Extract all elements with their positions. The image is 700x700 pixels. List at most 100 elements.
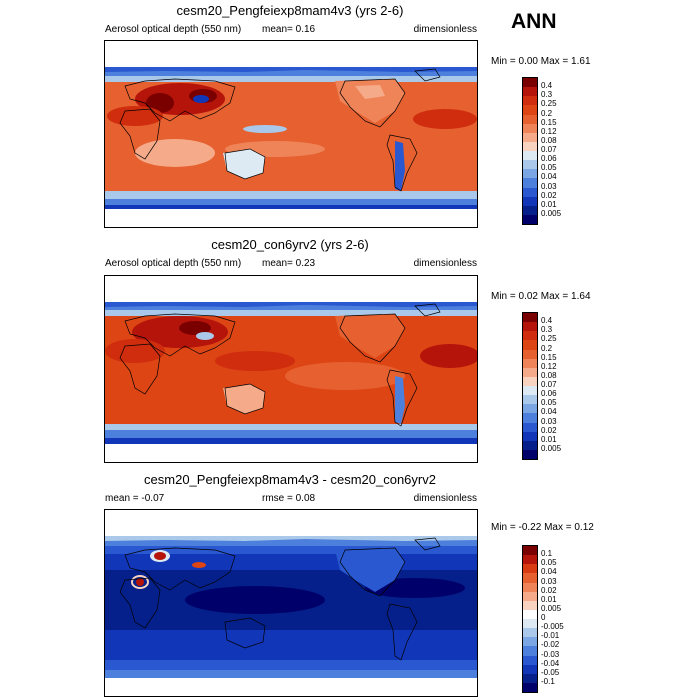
colorbar-swatch xyxy=(523,132,537,142)
colorbar-swatch xyxy=(523,151,537,161)
colorbar-tick-label: -0.05 xyxy=(541,667,560,677)
panel-1-title: cesm20_Pengfeiexp8mam4v3 (yrs 2-6) xyxy=(176,3,404,18)
colorbar-swatch xyxy=(523,358,537,368)
panel-3-rmse-label: rmse = 0.08 xyxy=(262,493,316,504)
panel-1-colorbar xyxy=(522,77,538,225)
colorbar-swatch xyxy=(523,431,537,441)
colorbar-tick-label: 0.25 xyxy=(541,334,557,344)
colorbar-tick-label: -0.02 xyxy=(541,640,560,650)
colorbar-swatch xyxy=(523,609,537,619)
colorbar-tick-label: 0.08 xyxy=(541,370,557,380)
colorbar-swatch xyxy=(523,619,537,629)
colorbar-tick-label: 0.08 xyxy=(541,135,557,145)
colorbar-tick-label: 0.4 xyxy=(541,316,553,326)
colorbar-swatch xyxy=(523,331,537,341)
panel-1-variable-label: Aerosol optical depth (550 nm) xyxy=(105,24,242,35)
colorbar-tick-label: -0.03 xyxy=(541,649,560,659)
colorbar-tick-label: 0.02 xyxy=(541,585,557,595)
colorbar-swatch xyxy=(523,637,537,647)
colorbar-swatch xyxy=(523,87,537,97)
colorbar-swatch xyxy=(523,673,537,683)
colorbar-swatch xyxy=(523,376,537,386)
panel-1-mean-label: mean= 0.16 xyxy=(262,24,316,35)
colorbar-swatch xyxy=(523,214,537,224)
panel-2-mean-label: mean= 0.23 xyxy=(262,258,316,269)
colorbar-tick-label: 0.15 xyxy=(541,117,557,127)
colorbar-swatch xyxy=(523,105,537,115)
panel-1-map xyxy=(104,40,478,228)
colorbar-tick-label: 0.01 xyxy=(541,199,557,209)
panel-2-units-label: dimensionless xyxy=(413,258,477,269)
colorbar-tick-label: 0.005 xyxy=(541,603,562,613)
colorbar-tick-label: 0.06 xyxy=(541,154,557,164)
colorbar-swatch xyxy=(523,123,537,133)
colorbar-swatch xyxy=(523,404,537,414)
colorbar-swatch xyxy=(523,422,537,432)
colorbar-tick-label: 0.4 xyxy=(541,81,553,91)
colorbar-tick-label: 0.005 xyxy=(541,443,562,453)
colorbar-tick-label: 0.1 xyxy=(541,549,553,559)
colorbar-tick-label: 0.07 xyxy=(541,380,557,389)
colorbar-swatch xyxy=(523,367,537,377)
panel-2-minmax-label: Min = 0.02 Max = 1.64 xyxy=(491,291,591,302)
panel-2-colorbar xyxy=(522,312,538,460)
colorbar-tick-label: 0.2 xyxy=(541,343,553,353)
colorbar-swatch xyxy=(523,78,537,88)
colorbar-tick-label: 0.01 xyxy=(541,594,557,604)
colorbar-swatch xyxy=(523,440,537,450)
panel-3-mean-label: mean = -0.07 xyxy=(105,493,165,504)
panel-3-minmax-label: Min = -0.22 Max = 0.12 xyxy=(491,522,594,533)
panel-2-title: cesm20_con6yrv2 (yrs 2-6) xyxy=(211,237,369,252)
colorbar-swatch xyxy=(523,322,537,332)
colorbar-swatch xyxy=(523,664,537,674)
colorbar-tick-label: 0.02 xyxy=(541,190,557,200)
colorbar-swatch xyxy=(523,628,537,638)
colorbar-tick-label: 0.04 xyxy=(541,172,557,182)
colorbar-swatch xyxy=(523,141,537,151)
colorbar-tick-label: 0.04 xyxy=(541,407,557,417)
colorbar-swatch xyxy=(523,573,537,583)
colorbar-tick-label: 0 xyxy=(541,613,546,622)
colorbar-swatch xyxy=(523,160,537,170)
colorbar-tick-label: 0.15 xyxy=(541,352,557,362)
colorbar-tick-label: -0.01 xyxy=(541,631,560,641)
colorbar-tick-label: 0.06 xyxy=(541,389,557,399)
colorbar-tick-label: 0.05 xyxy=(541,163,557,173)
colorbar-tick-label: 0.12 xyxy=(541,361,557,371)
colorbar-swatch xyxy=(523,96,537,106)
colorbar-swatch xyxy=(523,340,537,350)
panel-1-minmax-label: Min = 0.00 Max = 1.61 xyxy=(491,56,591,67)
colorbar-swatch xyxy=(523,114,537,124)
colorbar-swatch xyxy=(523,169,537,179)
colorbar-tick-label: 0.2 xyxy=(541,108,553,118)
colorbar-swatch xyxy=(523,546,537,556)
colorbar-swatch xyxy=(523,386,537,396)
colorbar-tick-label: 0.12 xyxy=(541,126,557,136)
colorbar-tick-label: 0.02 xyxy=(541,425,557,435)
colorbar-swatch xyxy=(523,196,537,206)
colorbar-swatch xyxy=(523,349,537,359)
colorbar-tick-label: 0.3 xyxy=(541,325,553,335)
colorbar-swatch xyxy=(523,205,537,215)
colorbar-swatch xyxy=(523,582,537,592)
colorbar-swatch xyxy=(523,313,537,323)
colorbar-tick-label: -0.1 xyxy=(541,676,555,686)
colorbar-tick-label: 0.05 xyxy=(541,398,557,408)
colorbar-tick-label: 0.03 xyxy=(541,416,557,426)
colorbar-tick-label: 0.3 xyxy=(541,90,553,100)
colorbar-swatch xyxy=(523,555,537,565)
colorbar-tick-label: 0.05 xyxy=(541,558,557,568)
panel-3-title: cesm20_Pengfeiexp8mam4v3 - cesm20_con6yr… xyxy=(144,472,436,487)
colorbar-swatch xyxy=(523,395,537,405)
colorbar-tick-label: -0.04 xyxy=(541,658,560,668)
colorbar-tick-label: 0.03 xyxy=(541,181,557,191)
panel-3-colorbar xyxy=(522,545,538,693)
colorbar-swatch xyxy=(523,449,537,459)
colorbar-tick-label: 0.03 xyxy=(541,576,557,586)
panel-3-map xyxy=(104,509,478,697)
colorbar-tick-label: 0.25 xyxy=(541,99,557,109)
panel-1-units-label: dimensionless xyxy=(413,24,477,35)
colorbar-tick-label: 0.04 xyxy=(541,567,557,577)
colorbar-swatch xyxy=(523,564,537,574)
colorbar-tick-label: 0.07 xyxy=(541,145,557,154)
